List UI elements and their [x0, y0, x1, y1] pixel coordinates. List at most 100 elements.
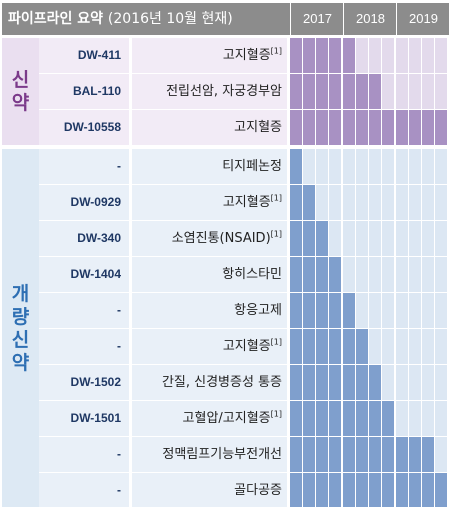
pipeline-header: 파이프라인 요약 (2016년 10월 현재) 2017 2018 2019	[2, 3, 449, 35]
quarter-filled	[369, 365, 381, 400]
group-label: 신약	[11, 69, 30, 114]
pipeline-row: DW-1501 고혈압/고지혈증[1]	[39, 401, 449, 437]
quarter-empty	[409, 257, 421, 292]
drug-code: -	[39, 149, 129, 184]
quarter-filled	[303, 185, 315, 220]
year-divider	[290, 3, 291, 35]
quarter-filled	[343, 437, 355, 472]
indication: 고지혈증[1]	[132, 185, 287, 220]
quarter-filled	[356, 329, 368, 364]
quarter-empty	[409, 401, 421, 436]
quarter-filled	[316, 74, 328, 109]
quarter-filled	[396, 473, 408, 507]
quarter-empty	[369, 293, 381, 328]
drug-code: -	[39, 329, 129, 364]
quarter-filled	[303, 293, 315, 328]
quarter-empty	[369, 221, 381, 256]
indication-text: 고혈압/고지혈증	[182, 411, 271, 426]
timeline-bar	[290, 329, 449, 364]
indication: 고혈압/고지혈증[1]	[132, 401, 287, 436]
quarter-filled	[303, 257, 315, 292]
year-2017: 2017	[303, 11, 332, 26]
year-2018: 2018	[356, 11, 385, 26]
drug-code: DW-10558	[39, 110, 129, 145]
quarter-filled	[316, 257, 328, 292]
quarter-empty	[435, 401, 447, 436]
quarter-filled	[356, 74, 368, 109]
quarter-filled	[329, 110, 341, 145]
quarter-filled	[303, 437, 315, 472]
quarter-empty	[316, 149, 328, 184]
quarter-empty	[396, 221, 408, 256]
quarter-empty	[409, 38, 421, 73]
quarter-filled	[396, 110, 408, 145]
quarter-empty	[343, 257, 355, 292]
quarter-empty	[303, 149, 315, 184]
quarter-empty	[422, 38, 434, 73]
indication-text: 정맥림프기능부전개선	[162, 447, 282, 462]
pipeline-row: DW-10558 고지혈증	[39, 110, 449, 146]
quarter-filled	[343, 293, 355, 328]
quarter-filled	[343, 110, 355, 145]
drug-code: DW-411	[39, 38, 129, 73]
quarter-filled	[290, 38, 302, 73]
quarter-filled	[422, 437, 434, 472]
quarter-filled	[290, 473, 302, 507]
quarter-empty	[422, 401, 434, 436]
quarter-empty	[382, 293, 394, 328]
quarter-filled	[356, 437, 368, 472]
indication: 정맥림프기능부전개선	[132, 437, 287, 472]
indication: 전립선암, 자궁경부암	[132, 74, 287, 109]
indication-text: 항히스타민	[222, 267, 282, 282]
quarter-filled	[356, 473, 368, 507]
indication-text: 티지페논정	[222, 159, 282, 174]
footnote-marker: [1]	[270, 46, 282, 56]
quarter-filled	[435, 473, 447, 507]
quarter-filled	[329, 473, 341, 507]
drug-code: DW-0929	[39, 185, 129, 220]
quarter-empty	[422, 365, 434, 400]
quarter-filled	[329, 437, 341, 472]
quarter-filled	[329, 401, 341, 436]
indication-text: 전립선암, 자궁경부암	[166, 84, 282, 99]
timeline-bar	[290, 38, 449, 73]
drug-code: DW-1501	[39, 401, 129, 436]
pipeline-row: - 고지혈증[1]	[39, 329, 449, 365]
quarter-empty	[382, 221, 394, 256]
quarter-empty	[369, 185, 381, 220]
quarter-filled	[396, 437, 408, 472]
quarter-filled	[343, 38, 355, 73]
quarter-empty	[409, 329, 421, 364]
timeline-bar	[290, 473, 449, 507]
quarter-empty	[369, 257, 381, 292]
quarter-filled	[329, 329, 341, 364]
quarter-filled	[290, 437, 302, 472]
quarter-empty	[396, 329, 408, 364]
quarter-empty	[422, 185, 434, 220]
quarter-empty	[435, 38, 447, 73]
quarter-empty	[329, 149, 341, 184]
indication: 고지혈증[1]	[132, 329, 287, 364]
quarter-filled	[303, 401, 315, 436]
indication-text: 항응고제	[234, 303, 282, 318]
year-2019: 2019	[409, 11, 438, 26]
year-divider	[396, 3, 397, 35]
drug-code: -	[39, 473, 129, 507]
quarter-empty	[396, 149, 408, 184]
quarter-empty	[356, 221, 368, 256]
indication-text: 고지혈증	[222, 48, 271, 63]
indication: 고지혈증	[132, 110, 287, 145]
quarter-empty	[382, 329, 394, 364]
title-date: (2016년 10월 현재)	[107, 11, 233, 27]
quarter-empty	[409, 365, 421, 400]
quarter-filled	[382, 110, 394, 145]
quarter-empty	[435, 185, 447, 220]
quarter-empty	[435, 293, 447, 328]
title-text: 파이프라인 요약	[8, 11, 104, 27]
quarter-filled	[290, 149, 302, 184]
quarter-empty	[382, 38, 394, 73]
quarter-filled	[369, 110, 381, 145]
quarter-filled	[422, 473, 434, 507]
year-divider	[343, 3, 344, 35]
drug-code: BAL-110	[39, 74, 129, 109]
